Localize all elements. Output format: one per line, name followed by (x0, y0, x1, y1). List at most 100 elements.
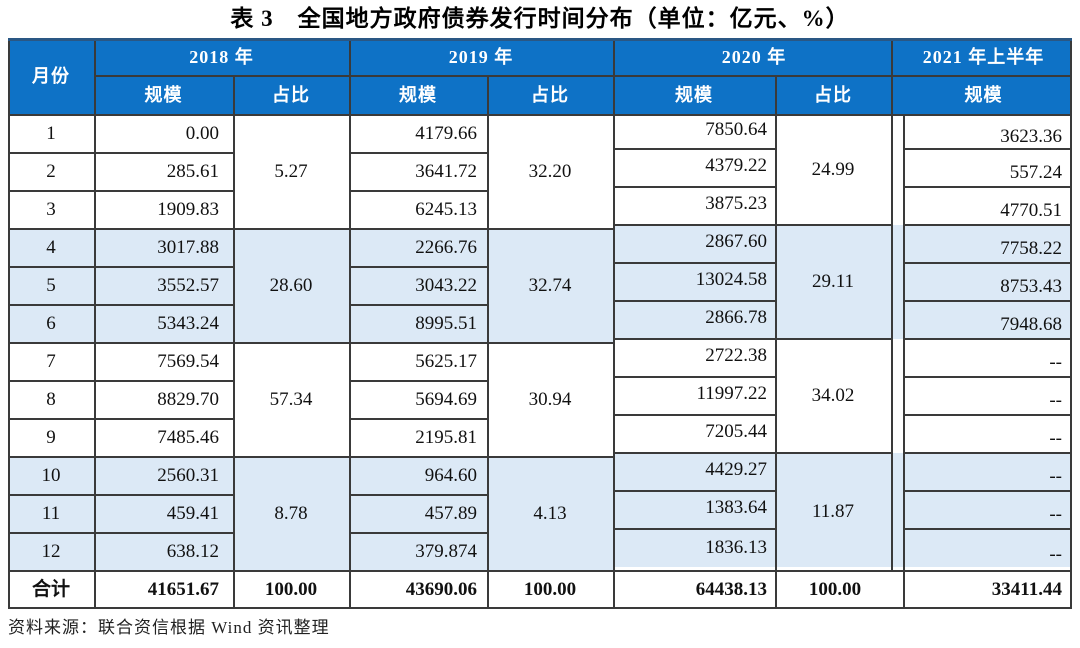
grid-line-h (8, 266, 233, 268)
total-2019-scale: 43690.06 (405, 579, 477, 600)
scale-2020-cell: 11997.22 (696, 383, 767, 404)
grid-line-v (775, 76, 777, 609)
total-2018-share: 100.00 (264, 579, 318, 600)
grid-line-h (613, 148, 775, 150)
scale-2021-cell: -- (1049, 390, 1062, 411)
scale-2021-cell: 3623.36 (1000, 126, 1062, 147)
month-cell: 1 (46, 123, 56, 144)
month-cell: 2 (46, 161, 56, 182)
grid-line-h (903, 186, 1072, 188)
grid-line-h (613, 300, 775, 302)
grid-line-h (94, 75, 1072, 77)
month-cell: 6 (46, 313, 56, 334)
share-2018-cell: 28.60 (269, 275, 313, 296)
grid-line-h (613, 414, 775, 416)
scale-2018-cell: 459.41 (166, 503, 219, 524)
grid-line-h (349, 152, 487, 154)
grid-line-h (8, 456, 233, 458)
grid-line-v (613, 38, 615, 609)
total-2020-share: 100.00 (808, 579, 862, 600)
table-top-rule (8, 38, 1072, 41)
grid-line-h (349, 380, 487, 382)
scale-2018-cell: 1909.83 (157, 199, 219, 220)
grid-line-h (233, 342, 349, 344)
scale-2020-cell: 1383.64 (705, 497, 767, 518)
grid-line-h (349, 190, 487, 192)
grid-line-h (487, 228, 613, 230)
grid-line-h (903, 338, 1072, 340)
grid-line-h (8, 342, 233, 344)
quarter2-band (8, 229, 613, 343)
scale-2019-cell: 457.89 (424, 503, 477, 524)
grid-line-h (8, 494, 233, 496)
grid-line-h (8, 606, 1072, 609)
grid-line-h (613, 376, 775, 378)
scale-2021-cell: -- (1049, 504, 1062, 525)
month-cell: 12 (41, 541, 61, 562)
share-2018-cell: 8.78 (274, 503, 308, 524)
source-note: 资料来源：联合资信根据 Wind 资讯整理 (8, 618, 330, 637)
grid-line-h (613, 452, 891, 454)
grid-line-h (8, 380, 233, 382)
month-col-header: 月份 (32, 66, 70, 86)
scale-2020-cell: 3875.23 (705, 193, 767, 214)
share-2020-cell: 24.99 (811, 159, 855, 180)
grid-line-h (233, 456, 349, 458)
grid-line-v (94, 38, 96, 609)
year-group-header: 2019 年 (448, 47, 514, 67)
scale-2019-cell: 4179.66 (415, 123, 477, 144)
grid-line-h (613, 528, 775, 530)
scale-2018-cell: 8829.70 (157, 389, 219, 410)
scale-2021-cell: -- (1049, 428, 1062, 449)
scale-2018-cell: 5343.24 (157, 313, 219, 334)
scale-2021-cell: -- (1049, 544, 1062, 565)
scale-2019-cell: 2195.81 (415, 427, 477, 448)
total-2020-scale: 64438.13 (695, 579, 767, 600)
scale-2019-cell: 3641.72 (415, 161, 477, 182)
scale-2021-cell: 7948.68 (1000, 314, 1062, 335)
scale-col-header: 规模 (964, 85, 1003, 105)
grid-line-h (903, 262, 1072, 264)
scale-2020-cell: 2867.60 (705, 231, 767, 252)
table-title: 表 3 全国地方政府债券发行时间分布（单位：亿元、%） (230, 6, 850, 31)
scale-2020-cell: 4379.22 (705, 155, 767, 176)
scale-2019-cell: 5625.17 (415, 351, 477, 372)
grid-line-v (1070, 38, 1072, 609)
grid-line-h (487, 342, 613, 344)
grid-line-h (903, 452, 1072, 454)
grid-line-h (487, 456, 613, 458)
grid-line-h (8, 152, 233, 154)
total-label: 合计 (31, 579, 70, 600)
share-2019-cell: 32.20 (528, 161, 572, 182)
scale-2018-cell: 3552.57 (157, 275, 219, 296)
scale-2021-cell: -- (1049, 466, 1062, 487)
share-2019-cell: 30.94 (528, 389, 572, 410)
scale-2018-cell: 7569.54 (157, 351, 219, 372)
grid-line-h (613, 338, 891, 340)
grid-line-h (349, 304, 487, 306)
share-2018-cell: 57.34 (269, 389, 313, 410)
scale-2019-cell: 8995.51 (415, 313, 477, 334)
grid-line-h (349, 228, 487, 230)
quarter4-band-right (613, 453, 1072, 567)
grid-line-h (8, 570, 1072, 572)
month-cell: 11 (41, 503, 61, 524)
grid-line-h (903, 224, 1072, 226)
scale-2020-cell: 4429.27 (705, 459, 767, 480)
month-cell: 5 (46, 275, 56, 296)
scale-2020-cell: 13024.58 (695, 269, 767, 290)
scale-2021-cell: 4770.51 (1000, 200, 1062, 221)
grid-line-v (903, 115, 905, 609)
scale-2020-cell: 7850.64 (705, 119, 767, 140)
scale-2021-cell: 8753.43 (1000, 276, 1062, 297)
grid-line-v (349, 38, 351, 609)
scale-col-header: 规模 (675, 85, 713, 105)
grid-line-v (891, 38, 893, 571)
month-cell: 7 (46, 351, 56, 372)
scale-2018-cell: 7485.46 (157, 427, 219, 448)
scale-2020-cell: 2866.78 (705, 307, 767, 328)
grid-line-h (349, 266, 487, 268)
grid-line-h (8, 190, 233, 192)
share-2020-cell: 34.02 (811, 385, 855, 406)
